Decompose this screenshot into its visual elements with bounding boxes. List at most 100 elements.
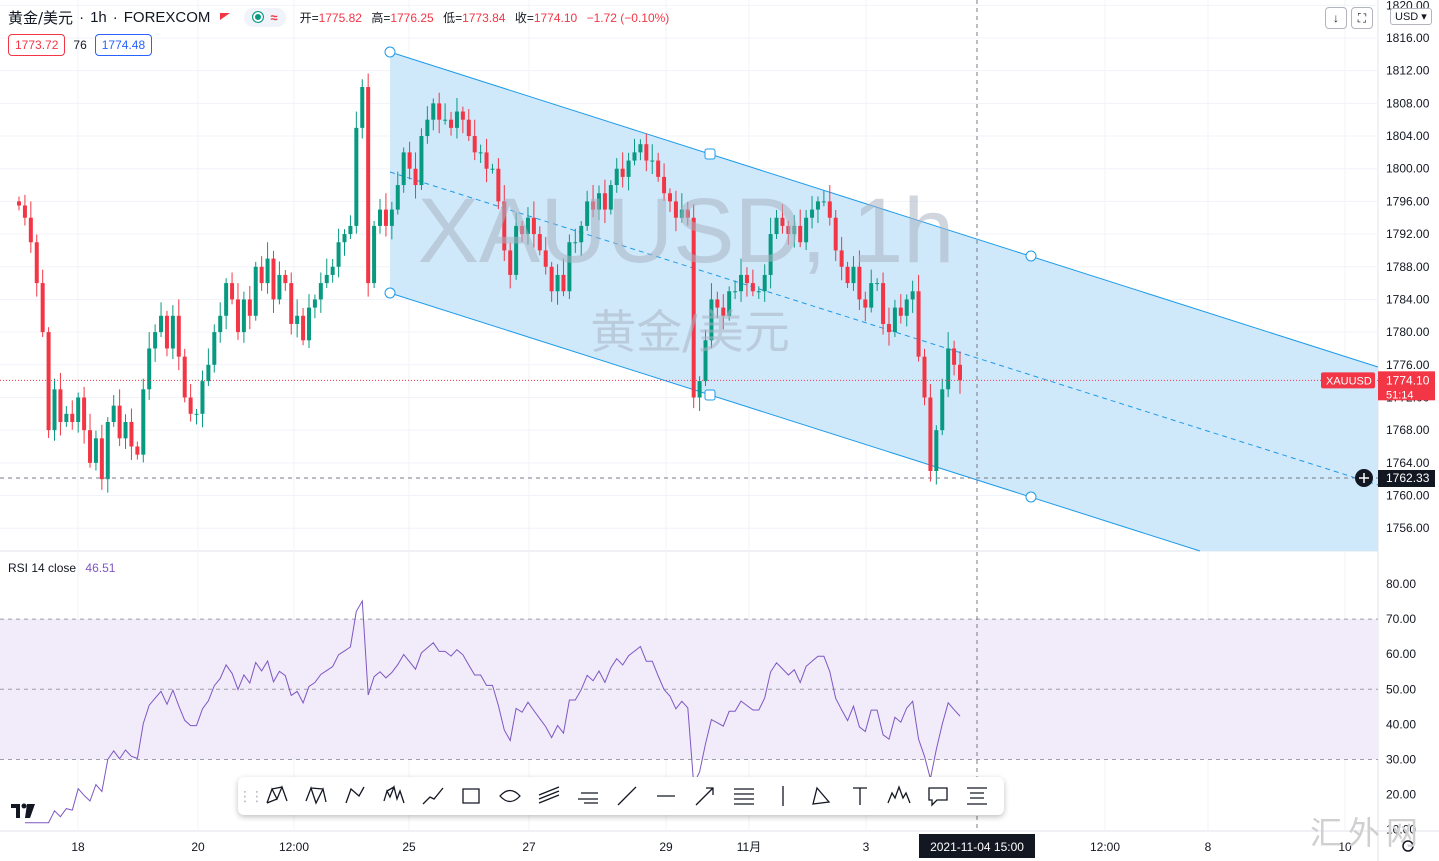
tradingview-logo[interactable] bbox=[10, 802, 36, 820]
rsi-legend[interactable]: RSI 14 close 46.51 bbox=[8, 561, 115, 575]
rsi-tick-label: 40.00 bbox=[1386, 717, 1416, 731]
text-tool[interactable] bbox=[843, 781, 877, 811]
candle-body bbox=[922, 357, 926, 398]
horizontal-ray-tool[interactable] bbox=[649, 781, 683, 811]
cypher-pattern-tool[interactable] bbox=[299, 781, 333, 811]
candle-body bbox=[461, 112, 465, 120]
time-tick-label: 12:00 bbox=[1090, 840, 1120, 854]
pitchfork-tool[interactable] bbox=[571, 781, 605, 811]
rectangle-tool[interactable] bbox=[454, 781, 488, 811]
price-tick-label: 1812.00 bbox=[1386, 64, 1430, 78]
candle-body bbox=[425, 120, 429, 136]
exchange-label: FOREXCOM bbox=[124, 9, 211, 26]
head-shoulders-tool[interactable] bbox=[882, 781, 916, 811]
candle-body bbox=[917, 291, 921, 356]
rsi-tick-label: 80.00 bbox=[1386, 577, 1416, 591]
candle-body bbox=[644, 144, 648, 160]
symbol-tag-label: XAUUSD bbox=[1326, 375, 1372, 387]
channel-handle bbox=[1026, 492, 1036, 502]
candle-body bbox=[911, 291, 915, 299]
drawing-toolbar: ⋮⋮ bbox=[238, 777, 1004, 815]
ellipse-icon bbox=[497, 783, 523, 809]
candle-body bbox=[958, 365, 962, 381]
ellipse-tool[interactable] bbox=[493, 781, 527, 811]
candle-body bbox=[100, 438, 104, 479]
rsi-label: RSI bbox=[8, 561, 28, 575]
chart-watermark-symbol: XAUUSD, 1h bbox=[418, 180, 955, 282]
abcd-pattern-tool[interactable] bbox=[338, 781, 372, 811]
path-tool[interactable] bbox=[416, 781, 450, 811]
time-tick-label: 12:00 bbox=[279, 840, 309, 854]
toolbar-drag-handle[interactable]: ⋮⋮ bbox=[238, 788, 260, 805]
elliott-wave-icon bbox=[381, 783, 407, 809]
fib-retracement-icon bbox=[731, 783, 757, 809]
crosshair-price-label: 1762.33 bbox=[1386, 471, 1430, 485]
bid-button[interactable]: 1773.72 bbox=[8, 34, 65, 56]
candle-body bbox=[141, 389, 145, 454]
price-tick-label: 1764.00 bbox=[1386, 456, 1430, 470]
candle-body bbox=[390, 210, 394, 226]
candle-body bbox=[260, 267, 264, 283]
triangle-tool[interactable] bbox=[804, 781, 838, 811]
candle-body bbox=[946, 348, 950, 389]
price-tick-label: 1804.00 bbox=[1386, 129, 1430, 143]
spread-value: 76 bbox=[73, 38, 86, 52]
candle-body bbox=[135, 447, 139, 455]
currency-selector[interactable]: USD ▾ bbox=[1390, 8, 1432, 25]
candle-body bbox=[863, 299, 867, 307]
date-range-tool[interactable] bbox=[960, 781, 994, 811]
candle-body bbox=[396, 185, 400, 210]
rsi-tick-label: 70.00 bbox=[1386, 612, 1416, 626]
candle-body bbox=[650, 161, 654, 162]
time-tick-label: 25 bbox=[402, 840, 416, 854]
candle-body bbox=[165, 316, 169, 349]
rsi-tick-label: 50.00 bbox=[1386, 682, 1416, 696]
fib-retracement-tool[interactable] bbox=[727, 781, 761, 811]
arrow-tool[interactable] bbox=[688, 781, 722, 811]
trend-line-icon bbox=[614, 783, 640, 809]
channel-handle bbox=[705, 149, 715, 159]
callout-tool[interactable] bbox=[921, 781, 955, 811]
elliott-wave-tool[interactable] bbox=[377, 781, 411, 811]
trend-line-tool[interactable] bbox=[610, 781, 644, 811]
candle-body bbox=[455, 112, 459, 128]
candle-body bbox=[378, 210, 382, 226]
parallel-channel-icon bbox=[536, 783, 562, 809]
parallel-channel-tool[interactable] bbox=[532, 781, 566, 811]
interval-label[interactable]: 1h bbox=[90, 9, 107, 26]
symbol-title[interactable]: 黄金/美元 bbox=[8, 7, 73, 28]
candle-body bbox=[23, 205, 27, 217]
price-tick-label: 1788.00 bbox=[1386, 260, 1430, 274]
channel-handle bbox=[705, 390, 715, 400]
scroll-down-button[interactable]: ↓ bbox=[1325, 7, 1347, 29]
rectangle-icon bbox=[458, 783, 484, 809]
candle-body bbox=[360, 87, 364, 128]
time-tick-label: 27 bbox=[522, 840, 536, 854]
ask-button[interactable]: 1774.48 bbox=[95, 34, 152, 56]
candle-body bbox=[271, 259, 275, 300]
candle-body bbox=[431, 103, 435, 119]
candle-body bbox=[218, 316, 222, 332]
candle-body bbox=[384, 210, 388, 226]
candle-body bbox=[283, 275, 287, 283]
vertical-line-tool[interactable] bbox=[766, 781, 800, 811]
candle-body bbox=[147, 348, 151, 389]
candle-body bbox=[419, 136, 423, 185]
market-status-pill[interactable]: ≈ bbox=[244, 8, 285, 27]
candle-body bbox=[183, 357, 187, 398]
candle-body bbox=[53, 389, 57, 430]
fullscreen-button[interactable]: ⛶ bbox=[1351, 7, 1373, 29]
candle-body bbox=[242, 299, 246, 332]
flag-icon bbox=[220, 13, 230, 20]
candle-body bbox=[325, 275, 329, 283]
fullscreen-icon: ⛶ bbox=[1358, 11, 1366, 26]
rsi-value: 46.51 bbox=[85, 561, 115, 575]
callout-icon bbox=[925, 783, 951, 809]
text-icon bbox=[847, 783, 873, 809]
candle-body bbox=[171, 316, 175, 349]
symbol-legend[interactable]: 黄金/美元 · 1h · FOREXCOM ≈ 开=1775.82 高=1776… bbox=[8, 6, 675, 28]
arrow-icon bbox=[692, 783, 718, 809]
rsi-tick-label: 60.00 bbox=[1386, 647, 1416, 661]
xabcd-pattern-tool[interactable] bbox=[260, 781, 294, 811]
